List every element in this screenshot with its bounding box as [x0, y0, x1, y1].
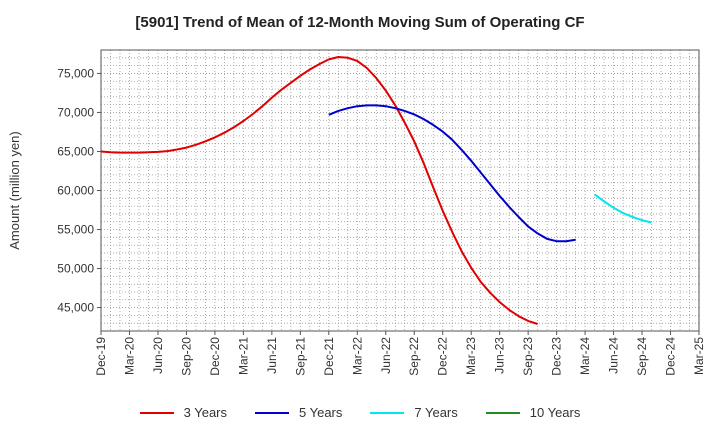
x-tick-label: Mar-25: [692, 337, 706, 375]
x-tick-label: Dec-24: [664, 337, 678, 376]
x-axis: Dec-19 Mar-20 Jun-20 Sep-20 Dec-20 Mar-21 Jun-…: [94, 331, 706, 376]
x-tick-label: Jun-21: [265, 337, 279, 374]
x-tick-label: Jun-23: [493, 337, 507, 374]
series-line-7-years: [594, 193, 652, 224]
y-axis: 45,000 50,000 55,000 60,000 65,000 70,000 75,0…: [57, 66, 101, 315]
legend-label-5-years: 5 Years: [299, 405, 343, 420]
x-tick-label: Mar-20: [122, 337, 136, 375]
x-tick-label: Mar-21: [236, 337, 250, 375]
y-tick-label: 65,000: [57, 144, 94, 158]
x-tick-label: Sep-23: [521, 337, 535, 376]
x-tick-label: Sep-20: [179, 337, 193, 376]
legend-item-10-years: 10 Years: [485, 405, 581, 420]
series-line-3-years: [100, 56, 538, 325]
legend-item-7-years: 7 Years: [370, 405, 458, 420]
legend-swatch-7-years: [370, 411, 405, 414]
legend-label-10-years: 10 Years: [529, 405, 581, 420]
x-tick-label: Dec-22: [436, 337, 450, 376]
x-tick-label: Mar-23: [464, 337, 478, 375]
y-tick-label: 70,000: [57, 105, 94, 119]
x-tick-label: Jun-24: [607, 337, 621, 374]
x-tick-label: Sep-22: [407, 337, 421, 376]
legend-swatch-3-years: [139, 411, 174, 414]
series-line-5-years: [328, 104, 576, 243]
y-axis-label: Amount (million yen): [7, 131, 22, 250]
x-tick-label: Sep-24: [635, 337, 649, 376]
y-tick-label: 60,000: [57, 184, 94, 198]
legend-swatch-10-years: [485, 411, 520, 414]
y-tick-label: 55,000: [57, 223, 94, 237]
x-tick-label: Jun-20: [151, 337, 165, 374]
x-tick-label: Mar-22: [350, 337, 364, 375]
plot-frame: [100, 49, 700, 332]
y-tick-label: 75,000: [57, 66, 94, 80]
x-tick-label: Mar-24: [578, 337, 592, 375]
y-tick-label: 45,000: [57, 301, 94, 315]
legend-label-7-years: 7 Years: [414, 405, 458, 420]
legend-swatch-5-years: [255, 411, 289, 414]
x-tick-label: Dec-21: [322, 337, 336, 376]
x-tick-label: Dec-19: [94, 337, 108, 376]
legend: 3 Years 5 Years 7 Years 10 Years: [0, 405, 720, 420]
legend-item-5-years: 5 Years: [255, 405, 342, 420]
series-lines: [100, 56, 652, 325]
x-tick-label: Sep-21: [293, 337, 307, 376]
legend-item-3-years: 3 Years: [139, 405, 227, 420]
y-tick-label: 50,000: [57, 262, 94, 276]
x-tick-label: Dec-23: [550, 337, 564, 376]
legend-label-3-years: 3 Years: [183, 405, 227, 420]
x-tick-label: Dec-20: [208, 337, 222, 376]
grid: [101, 50, 699, 331]
chart-title: [5901] Trend of Mean of 12-Month Moving …: [135, 14, 585, 31]
x-tick-label: Jun-22: [379, 337, 393, 374]
